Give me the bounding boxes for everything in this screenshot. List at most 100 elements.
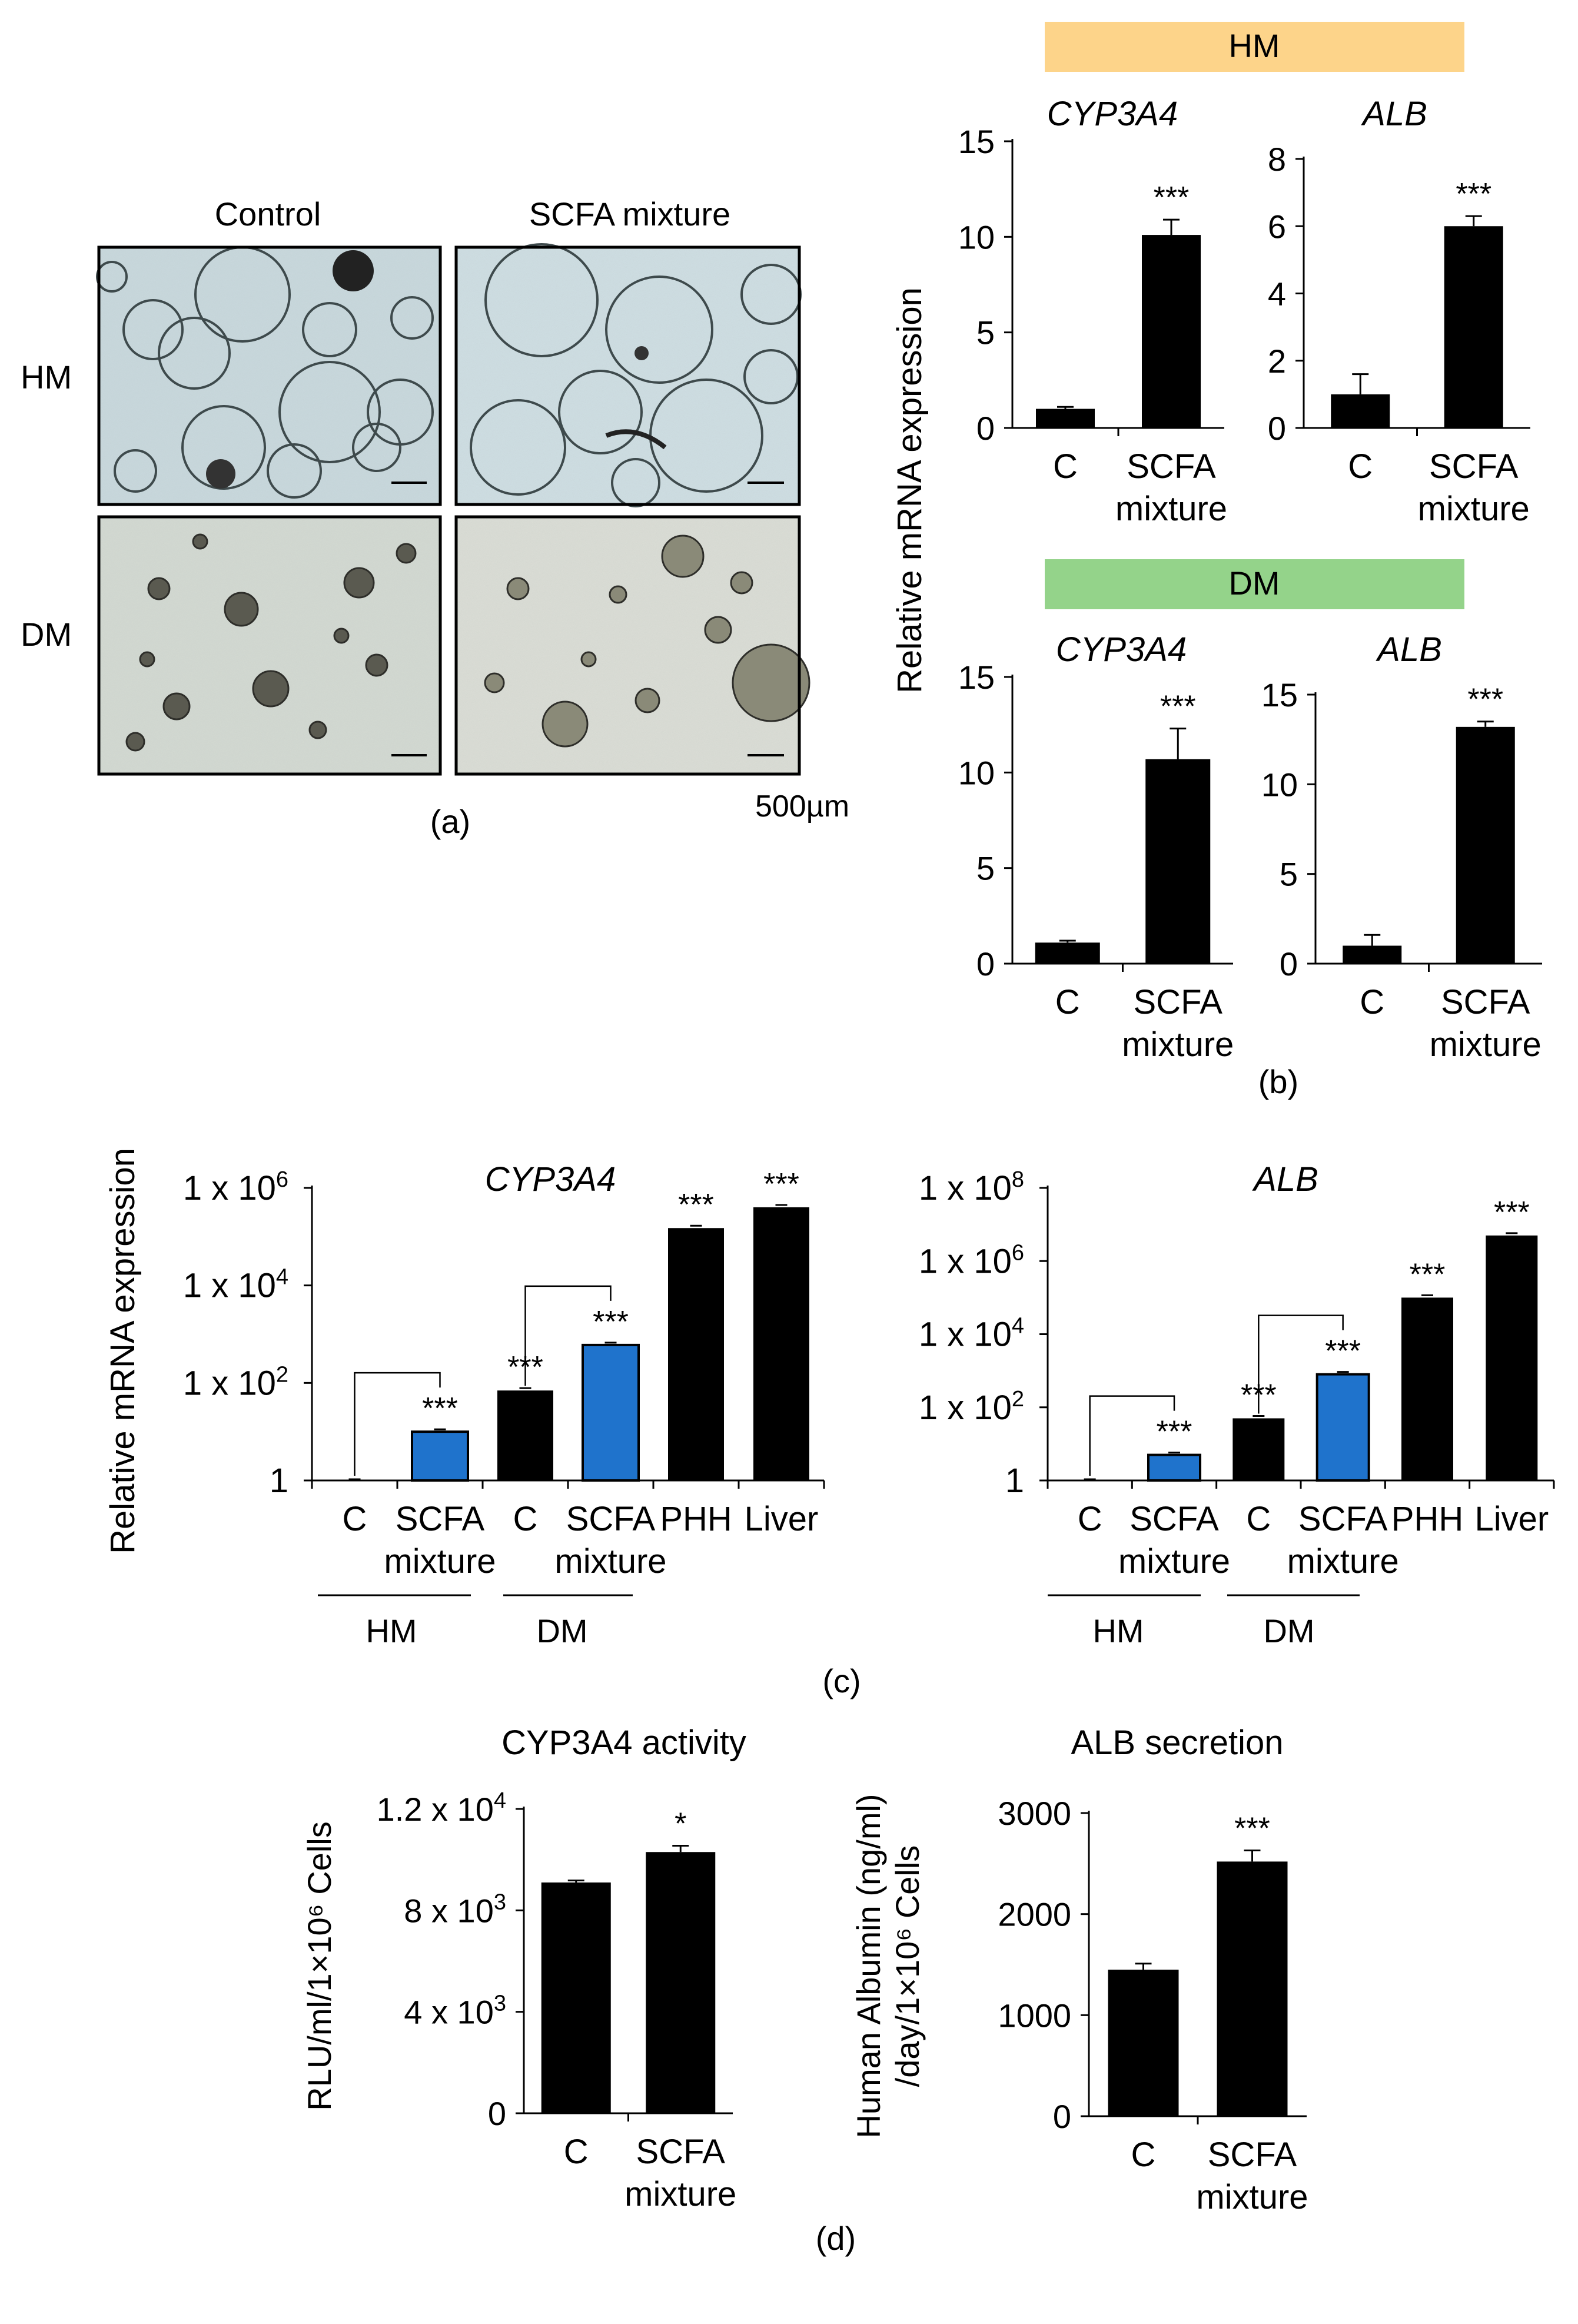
y-tick-label: 15 (1261, 676, 1298, 713)
y-tick-label: 1 x 108 (919, 1167, 1024, 1207)
panel-d: 0 4 x 103 8 x 103 1.2 x 104 C * SCFA mixture CYP… (301, 1724, 1308, 2257)
significance-label: *** (1410, 1257, 1446, 1292)
x-tick-label: SCFA (1129, 1500, 1219, 1538)
chart-d-cyp3a4-activity: 0 4 x 103 8 x 103 1.2 x 104 C * SCFA mixture CYP… (301, 1724, 746, 2213)
y-tick-label: 1 x 106 (919, 1240, 1024, 1280)
bar (646, 1852, 716, 2113)
x-tick-label: PHH (660, 1500, 732, 1538)
y-tick-label: 1 x 106 (183, 1167, 288, 1207)
significance-label: *** (593, 1305, 629, 1339)
x-tick-label: SCFA (636, 2133, 726, 2171)
scale-bar-label: 500µm (755, 789, 849, 824)
panel-b: HM DM Relative mRNA expression 0 5 10 15 C **… (891, 22, 1542, 1100)
group-label-hm: HM (366, 1612, 417, 1649)
y-tick-label: 1 x 104 (919, 1314, 1024, 1354)
y-tick-label: 5 (976, 850, 995, 887)
x-tick-label: mixture (1122, 1025, 1234, 1064)
comparison-bracket (1258, 1314, 1344, 1414)
x-tick-label: SCFA (1441, 983, 1530, 1021)
x-tick-label: mixture (1115, 490, 1227, 528)
x-tick-label: C (1078, 1500, 1102, 1538)
y-tick-label: 1 (270, 1462, 288, 1500)
y-tick-label: 1.2 x 104 (377, 1788, 506, 1828)
x-tick-label: C (564, 2133, 589, 2171)
bar (1401, 1297, 1453, 1480)
bar (541, 1882, 611, 2113)
x-tick-label: mixture (624, 2175, 736, 2213)
row-label-dm: DM (21, 616, 72, 653)
chart-c-cyp3a4: 1 1 x 102 1 x 104 1 x 106 C *** SCFA mixture ***… (183, 1160, 825, 1581)
group-label-dm: DM (1263, 1612, 1314, 1649)
y-tick-label: 1 x 102 (183, 1362, 288, 1402)
significance-label: *** (678, 1188, 714, 1222)
bar (1217, 1861, 1288, 2116)
significance-label: *** (763, 1167, 799, 1201)
chart-d-alb-secretion: 0 1000 2000 3000 C *** SCFA mixture ALB secretio… (850, 1724, 1308, 2216)
y-tick-label: 10 (958, 218, 995, 255)
y-tick-label: 1 x 102 (919, 1387, 1024, 1427)
chart-b-dm-cyp3a4: 0 5 10 15 C *** SCFA mixture CYP3A4 (958, 630, 1234, 1064)
chart-c-alb: 1 1 x 102 1 x 104 1 x 106 1 x 108 C *** SCFA mix… (919, 1160, 1555, 1581)
group-label-dm: DM (536, 1612, 587, 1649)
significance-label: *** (1467, 683, 1503, 717)
y-tick-label: 10 (1261, 766, 1298, 803)
bar (668, 1228, 724, 1480)
significance-label: *** (1234, 1812, 1270, 1846)
x-tick-label: SCFA (1127, 447, 1216, 486)
banner-dm (1045, 559, 1464, 609)
bar (1232, 1418, 1285, 1480)
comparison-bracket (354, 1372, 441, 1476)
row-label-hm: HM (21, 358, 72, 396)
y-tick-label: 0 (976, 945, 995, 982)
bar (1035, 942, 1100, 964)
chart-b-hm-cyp3a4: 0 5 10 15 C *** SCFA mixture CYP3A4 (958, 95, 1227, 528)
bar (1036, 409, 1095, 428)
y-tick-label: 1 x 104 (183, 1265, 288, 1305)
comparison-bracket (524, 1285, 612, 1386)
bar (497, 1390, 553, 1480)
y-tick-label: 4 (1268, 275, 1286, 313)
y-tick-label: 5 (976, 314, 995, 351)
significance-label: *** (1154, 181, 1190, 215)
x-tick-label: C (1360, 983, 1384, 1021)
x-tick-label: mixture (1418, 490, 1530, 528)
y-tick-label: 15 (958, 123, 995, 160)
chart-title: CYP3A4 (1047, 95, 1178, 133)
caption-a: (a) (430, 803, 470, 840)
significance-label: *** (1160, 690, 1196, 724)
x-tick-label: mixture (384, 1542, 496, 1581)
x-tick-label: C (1246, 1500, 1271, 1538)
chart-b-hm-alb: 0 2 4 6 8 C *** SCFA mixture ALB (1268, 95, 1530, 528)
bar (1145, 759, 1211, 964)
y-tick-label: 3000 (998, 1795, 1071, 1832)
micrograph-hm-control (96, 245, 442, 506)
y-axis-label: RLU/ml/1×10⁶ Cells (301, 1821, 338, 2110)
y-tick-label: 0 (1280, 945, 1298, 982)
micrograph-dm-control (97, 515, 442, 776)
x-tick-label: mixture (554, 1542, 666, 1581)
x-tick-label: C (1131, 2136, 1156, 2174)
y-tick-label: 8 (1268, 141, 1286, 178)
comparison-bracket (1089, 1395, 1175, 1476)
x-tick-label: SCFA (1429, 447, 1519, 486)
banner-dm-label: DM (1228, 565, 1280, 602)
y-tick-label: 2000 (998, 1896, 1071, 1933)
micrograph-hm-scfa (454, 243, 802, 507)
bar (1486, 1235, 1538, 1480)
x-tick-label: mixture (1118, 1542, 1230, 1581)
group-label-hm: HM (1092, 1612, 1144, 1649)
banner-hm-label: HM (1228, 27, 1280, 64)
x-tick-label: Liver (745, 1500, 819, 1538)
x-tick-label: mixture (1196, 2178, 1308, 2216)
banner-hm (1045, 22, 1464, 72)
chart-b-dm-alb: 0 5 10 15 C *** SCFA mixture ALB (1261, 630, 1542, 1064)
x-tick-label: SCFA (396, 1500, 485, 1538)
chart-title: CYP3A4 (485, 1160, 616, 1198)
x-tick-label: C (513, 1500, 538, 1538)
chart-title: ALB (1376, 630, 1442, 669)
x-tick-label: C (1348, 447, 1373, 486)
x-tick-label: C (343, 1500, 367, 1538)
chart-title: ALB (1361, 95, 1427, 133)
y-tick-label: 1 (1005, 1462, 1024, 1500)
